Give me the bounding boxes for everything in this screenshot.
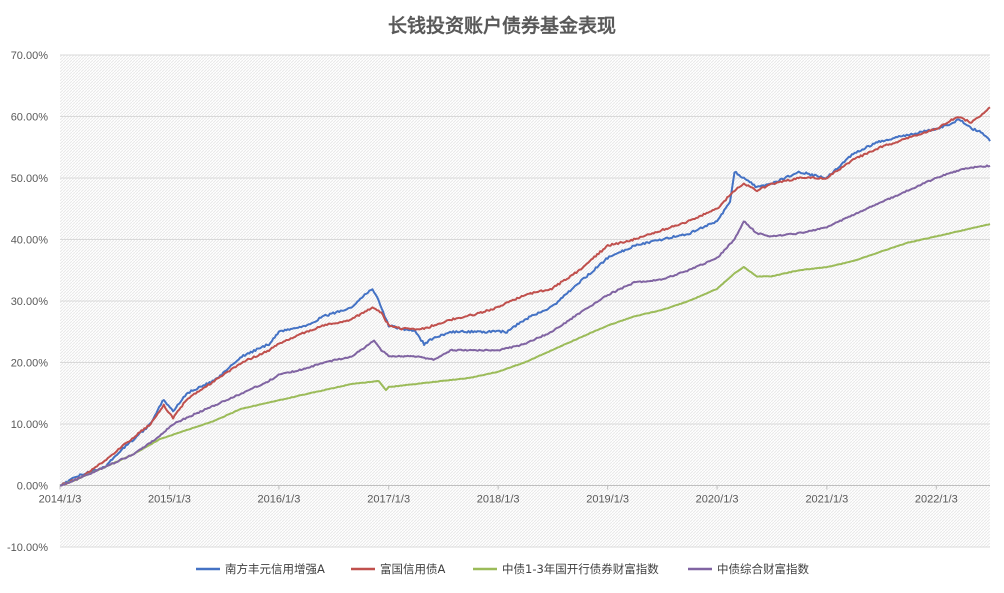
- series-line: [59, 164, 991, 487]
- y-axis-labels: -10.00% 0.00% 10.00% 20.00% 30.00% 40.00% 50.0…: [7, 50, 48, 554]
- legend: 南方丰元信用增强A 富国信用债A 中债1-3年国开行债券财富指数 中债综合财富指数: [196, 562, 809, 576]
- legend-label: 中债综合财富指数: [717, 562, 809, 576]
- y-tick-label: 60.00%: [11, 112, 49, 124]
- x-tick-label: 2021/1/3: [805, 494, 848, 506]
- y-tick-label: 70.00%: [11, 50, 49, 62]
- chart-title: 长钱投资账户债券基金表现: [388, 14, 616, 37]
- x-tick-label: 2022/1/3: [915, 494, 958, 506]
- y-tick-label: 10.00%: [11, 419, 49, 431]
- y-tick-label: 0.00%: [17, 481, 48, 493]
- legend-label: 富国信用债A: [380, 562, 445, 576]
- x-tick-label: 2018/1/3: [477, 494, 520, 506]
- x-axis-labels: 2014/1/3 2015/1/3 2016/1/3 2017/1/3 2018/1/3…: [39, 494, 958, 506]
- y-tick-label: 50.00%: [11, 173, 49, 185]
- legend-label: 中债1-3年国开行债券财富指数: [502, 562, 659, 576]
- x-tick-label: 2020/1/3: [696, 494, 739, 506]
- y-tick-label: 40.00%: [11, 235, 49, 247]
- y-tick-label: 20.00%: [11, 358, 49, 370]
- series-line: [59, 106, 991, 487]
- y-tick-label: -10.00%: [7, 542, 48, 554]
- y-tick-label: 30.00%: [11, 296, 49, 308]
- series-lines: [59, 106, 991, 487]
- legend-label: 南方丰元信用增强A: [225, 562, 325, 576]
- x-tick-label: 2017/1/3: [367, 494, 410, 506]
- x-tick-label: 2019/1/3: [586, 494, 629, 506]
- x-tick-label: 2015/1/3: [148, 494, 191, 506]
- series-line: [59, 223, 991, 487]
- x-tick-label: 2014/1/3: [39, 494, 82, 506]
- x-tick-label: 2016/1/3: [258, 494, 301, 506]
